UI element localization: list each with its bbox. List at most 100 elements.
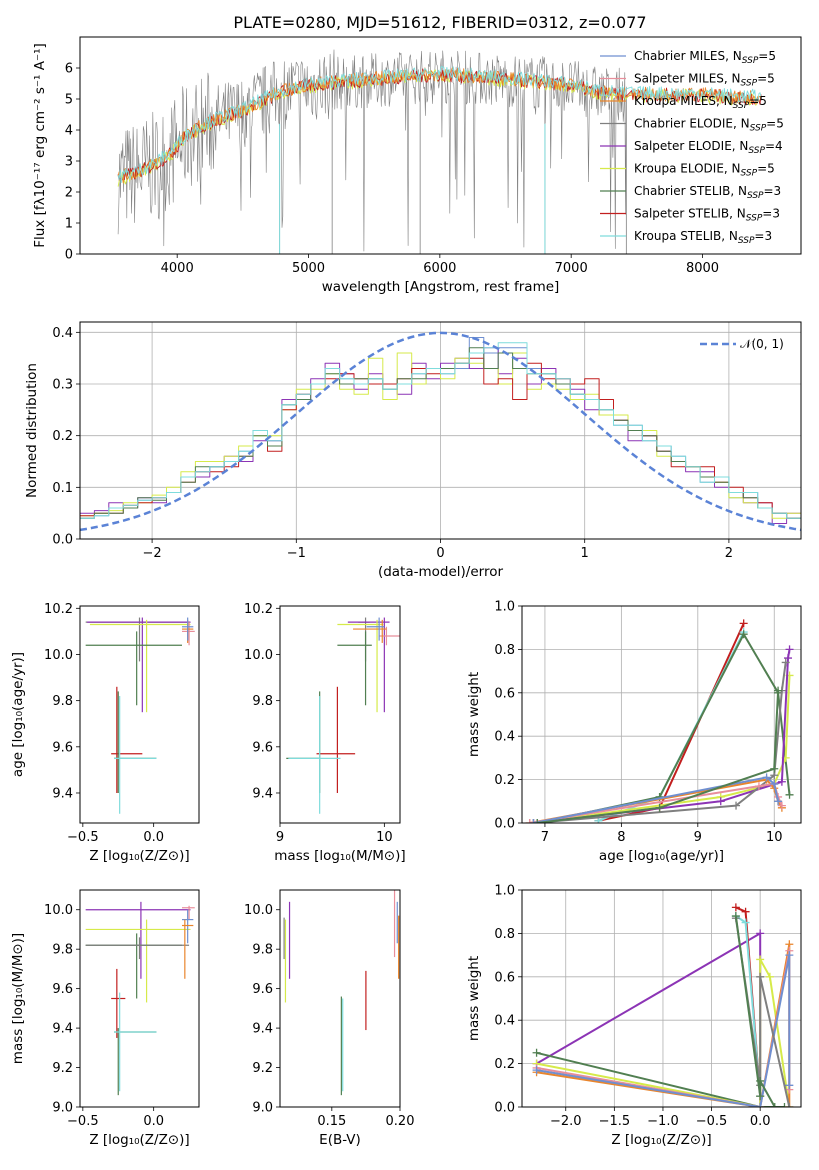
y-tick-label: 0.6 xyxy=(494,686,515,701)
panel-spectrum: 4000 5000 6000 7000 8000 0 1 2 3 4 5 6 wavelength [A… xyxy=(32,36,802,295)
weight-marker xyxy=(774,797,783,806)
axes-frame xyxy=(79,36,802,255)
y-tick-label: 9.0 xyxy=(52,1101,73,1116)
legend-entry: Chabrier MILES, NSSP=5 xyxy=(634,49,776,66)
weight-marker xyxy=(784,654,793,663)
y-tick-label: 0.0 xyxy=(494,1101,515,1116)
weight-marker xyxy=(777,777,786,786)
weight-marker xyxy=(785,790,794,799)
axes-frame xyxy=(279,605,401,824)
x-tick-label: −0.5 xyxy=(67,1114,99,1129)
weight-marker xyxy=(741,918,750,927)
legend-entry: Kroupa MILES, NSSP=5 xyxy=(634,94,767,111)
x-tick-label: 10 xyxy=(766,830,783,845)
model-spectrum xyxy=(117,65,762,184)
y-tick-label: 0.2 xyxy=(52,429,73,444)
y-tick-label: 9.8 xyxy=(52,694,73,709)
y-tick-label: 9.0 xyxy=(252,1101,273,1116)
y-tick-label: 9.6 xyxy=(52,740,73,755)
panel-z-age: −0.5 0.0 9.4 9.6 9.8 10.0 10.2 Z [log₁₀(Z/Z⊙)] a… xyxy=(10,602,200,864)
y-tick-label: 9.2 xyxy=(52,1061,73,1076)
x-tick-label: −1 xyxy=(287,546,306,561)
y-tick-label: 1.0 xyxy=(494,600,515,615)
histogram-step xyxy=(80,342,801,519)
y-tick-label: 0 xyxy=(65,248,73,263)
y-axis-label: mass weight xyxy=(466,956,482,1041)
x-tick-label: 0 xyxy=(436,546,444,561)
weight-marker xyxy=(655,803,664,812)
y-axis-label: Flux [fλ10⁻¹⁷ erg cm⁻² s⁻¹ A⁻¹] xyxy=(32,43,48,248)
weight-marker xyxy=(756,1103,765,1107)
x-axis-label: mass [log₁₀(M/M⊙)] xyxy=(274,848,405,864)
weight-line xyxy=(734,918,791,1107)
x-tick-label: 5000 xyxy=(292,261,325,276)
model-spectrum xyxy=(117,67,762,184)
plot-area-age-weight xyxy=(522,606,801,823)
gaussian-curve xyxy=(80,331,801,532)
y-tick-label: 1.0 xyxy=(494,884,515,899)
legend-entry: 𝒩(0, 1) xyxy=(740,337,784,351)
x-tick-label: 0.0 xyxy=(143,1114,164,1129)
y-tick-label: 9.4 xyxy=(52,1022,73,1037)
x-axis-label: E(B-V) xyxy=(319,1132,361,1148)
weight-marker xyxy=(756,1076,765,1085)
weight-marker xyxy=(770,779,779,788)
panel-mass-age: 9 10 9.4 9.6 9.8 10.0 10.2 mass [log₁₀(M/M⊙)] xyxy=(244,602,406,864)
x-axis-label: Z [log₁₀(Z/Z⊙)] xyxy=(611,1132,711,1148)
legend-entry: Kroupa ELODIE, NSSP=5 xyxy=(634,162,775,179)
weight-marker xyxy=(532,1066,541,1075)
weight-marker xyxy=(785,1081,794,1090)
x-tick-label: −1.0 xyxy=(647,1114,679,1129)
x-tick-label: 6000 xyxy=(423,261,456,276)
legend-entry: Salpeter ELODIE, NSSP=4 xyxy=(634,139,783,156)
y-axis-label: Normed distribution xyxy=(24,363,40,498)
axes-frame xyxy=(79,321,802,540)
y-tick-label: 4 xyxy=(65,124,73,139)
x-tick-label: 9 xyxy=(276,830,284,845)
y-tick-label: 2 xyxy=(65,186,73,201)
plot-area-residuals xyxy=(80,322,801,539)
x-tick-label: 0.20 xyxy=(386,1114,415,1129)
axes-frame xyxy=(79,889,200,1108)
y-tick-label: 9.4 xyxy=(52,786,73,801)
y-tick-label: 0.0 xyxy=(52,533,73,548)
y-tick-label: 0.2 xyxy=(494,1057,515,1072)
weight-marker xyxy=(770,1103,779,1107)
axes-frame xyxy=(521,605,802,824)
weight-marker xyxy=(756,929,765,938)
x-tick-label: −0.5 xyxy=(67,830,99,845)
observed-spectrum xyxy=(117,49,627,252)
weight-marker xyxy=(716,797,725,806)
weight-marker xyxy=(731,903,740,912)
y-tick-label: 0.4 xyxy=(494,730,515,745)
y-tick-label: 0.4 xyxy=(494,1014,515,1029)
y-tick-label: 9.8 xyxy=(252,943,273,958)
weight-marker xyxy=(739,619,748,628)
panel-z-mass: −0.5 0.0 9.0 9.2 9.4 9.6 9.8 10.0 Z [log₁₀(Z/Z⊙)… xyxy=(10,889,200,1148)
y-tick-label: 6 xyxy=(65,62,73,77)
plot-area-mass-age xyxy=(286,617,400,814)
weight-marker xyxy=(731,912,740,921)
y-tick-label: 5 xyxy=(65,93,73,108)
y-tick-label: 10.0 xyxy=(44,903,73,918)
weight-line xyxy=(536,954,791,1107)
x-tick-label: 10 xyxy=(376,830,393,845)
weight-marker xyxy=(785,645,794,654)
weight-marker xyxy=(756,1092,765,1101)
y-tick-label: 0.4 xyxy=(52,326,73,341)
axes-frame xyxy=(521,889,802,1108)
weight-marker xyxy=(765,972,774,981)
weight-marker xyxy=(777,801,786,810)
legend-entry: Salpeter MILES, NSSP=5 xyxy=(634,72,775,89)
weight-line xyxy=(536,1051,785,1107)
y-tick-label: 0.0 xyxy=(494,817,515,832)
x-axis-label: (data-model)/error xyxy=(378,564,504,580)
x-tick-label: 7000 xyxy=(555,261,588,276)
y-tick-label: 10.0 xyxy=(244,648,273,663)
x-axis-label: wavelength [Angstrom, rest frame] xyxy=(322,279,560,295)
y-tick-label: 0.2 xyxy=(494,773,515,788)
x-tick-label: −1.5 xyxy=(599,1114,631,1129)
y-tick-label: 9.4 xyxy=(252,1022,273,1037)
weight-marker xyxy=(770,764,779,773)
y-tick-label: 0.6 xyxy=(494,970,515,985)
